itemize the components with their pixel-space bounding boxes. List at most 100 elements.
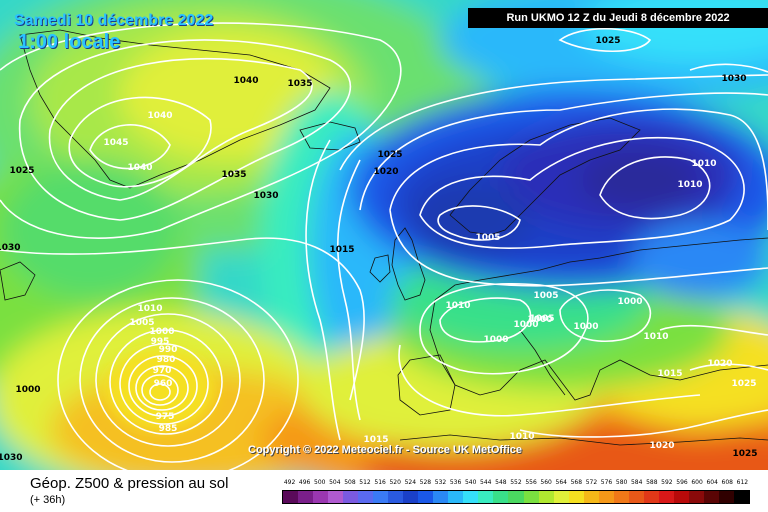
scale-label: 612 bbox=[736, 479, 749, 486]
isobar-label: 1025 bbox=[731, 379, 756, 389]
scale-label: 564 bbox=[555, 479, 567, 486]
scale-label: 608 bbox=[721, 479, 733, 486]
scale-label: 600 bbox=[691, 479, 703, 486]
scale-label: 552 bbox=[510, 479, 522, 486]
isobar-label: 1000 bbox=[15, 385, 40, 395]
color-scale-bar bbox=[282, 490, 750, 504]
scale-swatch bbox=[358, 491, 374, 503]
scale-swatch bbox=[553, 491, 569, 503]
isobar-label: 1015 bbox=[657, 369, 682, 379]
geopotential-map: 1025 1040 1035 1040 1045 1040 1035 1030 … bbox=[0, 0, 768, 470]
isobar-label: 1030 bbox=[0, 243, 21, 253]
scale-swatch bbox=[478, 491, 494, 503]
isobar-label: 1045 bbox=[103, 138, 128, 148]
scale-label: 536 bbox=[449, 479, 462, 486]
isobar-label: 1025 bbox=[9, 166, 34, 176]
isobar-label: 1030 bbox=[721, 74, 746, 84]
scale-label: 492 bbox=[283, 479, 296, 486]
scale-swatch bbox=[673, 491, 689, 503]
scale-swatch bbox=[373, 491, 389, 503]
scale-label: 508 bbox=[344, 479, 356, 486]
scale-swatch bbox=[448, 491, 464, 503]
isobar-label: 995 bbox=[151, 337, 170, 347]
isobar-label: 1000 bbox=[617, 297, 642, 307]
isobar-label: 970 bbox=[153, 366, 172, 376]
scale-swatch bbox=[283, 491, 299, 503]
scale-swatch bbox=[493, 491, 509, 503]
isobar-label: 1040 bbox=[127, 163, 152, 173]
isobar-label: 1035 bbox=[287, 79, 312, 89]
isobar-value-labels: 1025 1040 1035 1040 1045 1040 1035 1030 … bbox=[0, 36, 758, 463]
isobar-label: 1005 bbox=[475, 233, 500, 243]
isobars bbox=[0, 22, 768, 470]
scale-swatch bbox=[733, 491, 749, 503]
scale-label: 544 bbox=[480, 479, 492, 486]
scale-label: 540 bbox=[464, 479, 477, 486]
scale-swatch bbox=[568, 491, 584, 503]
isobar-label: 1020 bbox=[707, 359, 732, 369]
scale-label: 520 bbox=[389, 479, 401, 486]
scale-swatch bbox=[613, 491, 629, 503]
scale-swatch bbox=[403, 491, 419, 503]
isobar-label: 1035 bbox=[221, 170, 246, 180]
isobar-label: 1025 bbox=[377, 150, 402, 160]
isobar-label: 1010 bbox=[137, 304, 162, 314]
isobar-label: 1010 bbox=[691, 159, 716, 169]
forecast-lead-time: (+ 36h) bbox=[30, 494, 66, 506]
scale-label: 556 bbox=[525, 479, 537, 486]
scale-swatch bbox=[523, 491, 539, 503]
scale-label: 592 bbox=[661, 479, 673, 486]
isobar-label: 1000 bbox=[483, 335, 508, 345]
copyright-notice: Copyright © 2022 Meteociel.fr - Source U… bbox=[248, 444, 522, 456]
isobar-label: 980 bbox=[157, 355, 176, 365]
scale-swatch bbox=[508, 491, 524, 503]
scale-label: 548 bbox=[495, 479, 507, 486]
isobar-label: 1005 bbox=[533, 291, 558, 301]
isobar-label: 1020 bbox=[373, 167, 398, 177]
scale-label: 500 bbox=[314, 479, 326, 486]
isobar-label: 1025 bbox=[595, 36, 620, 46]
isobar-label: 1005 bbox=[529, 314, 554, 324]
isobar-label: 1010 bbox=[643, 332, 668, 342]
isobar-label: 1015 bbox=[363, 435, 388, 445]
cyclone-core bbox=[105, 350, 215, 430]
scale-label: 576 bbox=[600, 479, 613, 486]
scale-swatch bbox=[598, 491, 614, 503]
isobar-label: 1020 bbox=[649, 441, 674, 451]
scale-label: 516 bbox=[374, 479, 386, 486]
color-scale-labels: 492 496 500 504 508 512 516 520 524 528 532 536 540 5… bbox=[282, 479, 750, 489]
scale-label: 584 bbox=[630, 479, 643, 486]
scale-swatch bbox=[658, 491, 674, 503]
isobar-label: 990 bbox=[159, 345, 178, 355]
scale-swatch bbox=[343, 491, 359, 503]
scale-swatch bbox=[583, 491, 599, 503]
scale-label: 512 bbox=[359, 479, 371, 486]
scale-label: 504 bbox=[329, 479, 341, 486]
scale-swatch bbox=[643, 491, 659, 503]
scale-swatch bbox=[718, 491, 734, 503]
isobar-label: 1040 bbox=[233, 76, 258, 86]
isobar-label: 975 bbox=[156, 412, 175, 422]
isobar-label: 985 bbox=[159, 424, 178, 434]
isobar-label: 1010 bbox=[509, 432, 534, 442]
scale-swatch bbox=[418, 491, 434, 503]
isobar-label: 1005 bbox=[129, 318, 154, 328]
isobar-label: 1040 bbox=[147, 111, 172, 121]
scale-swatch bbox=[313, 491, 329, 503]
scale-swatch bbox=[298, 491, 314, 503]
scale-label: 532 bbox=[434, 479, 447, 486]
scale-swatch bbox=[703, 491, 719, 503]
isobar-label: 1000 bbox=[573, 322, 598, 332]
forecast-time: 1:00 locale bbox=[18, 31, 121, 53]
isobar-label: 960 bbox=[154, 379, 173, 389]
isobar-label: 1010 bbox=[445, 301, 470, 311]
scale-label: 528 bbox=[419, 479, 432, 486]
scale-swatch bbox=[328, 491, 344, 503]
isobar-label: 1000 bbox=[513, 320, 538, 330]
scale-label: 596 bbox=[676, 479, 688, 486]
isobar-label: 1000 bbox=[527, 315, 552, 325]
isobar-label: 1030 bbox=[253, 191, 278, 201]
scale-label: 588 bbox=[646, 479, 658, 486]
isobar-label: 1000 bbox=[149, 327, 174, 337]
scale-swatch bbox=[538, 491, 554, 503]
